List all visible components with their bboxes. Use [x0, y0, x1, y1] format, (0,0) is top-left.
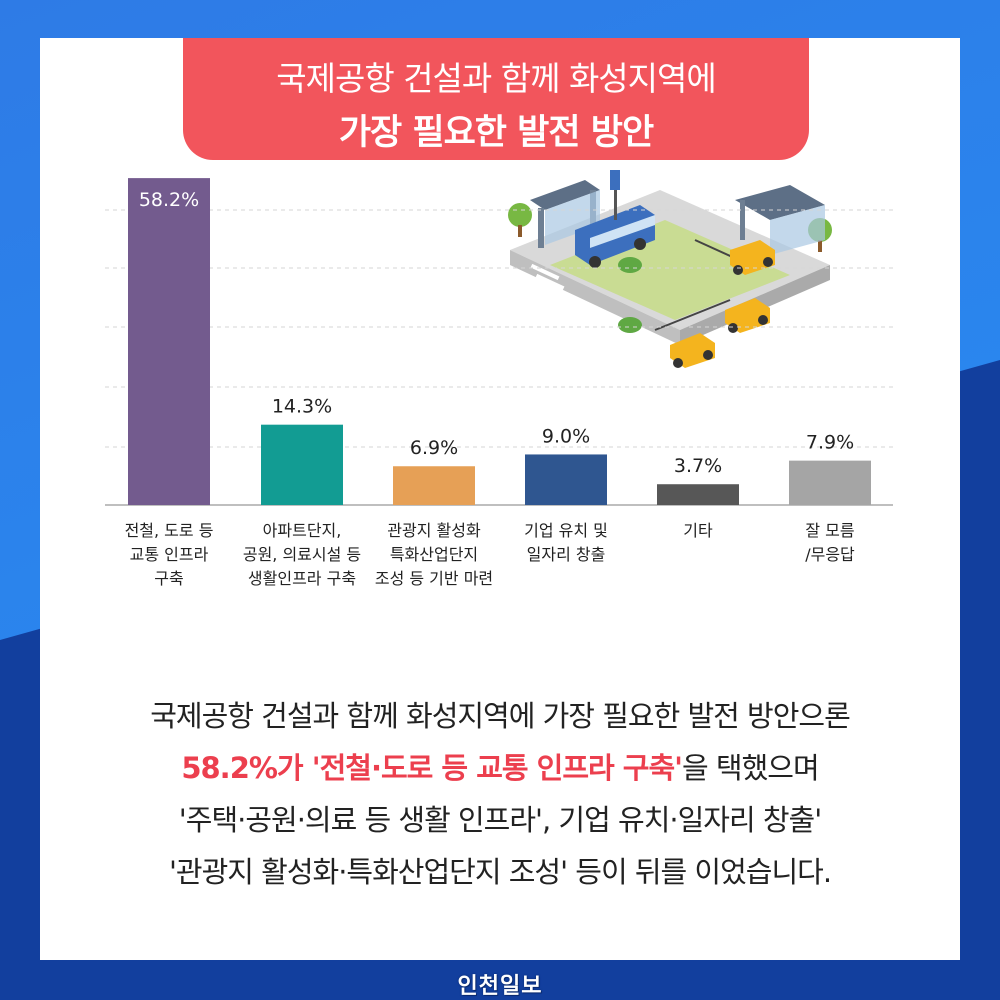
bus	[575, 205, 655, 268]
summary-line-2: 58.2%가 '전철·도로 등 교통 인프라 구축'을 택했으며	[40, 742, 960, 794]
data-label: 9.0%	[542, 425, 590, 447]
bar	[128, 178, 210, 506]
data-label: 58.2%	[139, 189, 199, 211]
category-label: /무응답	[805, 545, 855, 564]
bar	[261, 424, 343, 505]
summary-line-1: 국제공항 건설과 함께 화성지역에 가장 필요한 발전 방안으론	[150, 699, 851, 733]
summary-text: 국제공항 건설과 함께 화성지역에 가장 필요한 발전 방안으론 58.2%가 …	[40, 690, 960, 898]
bar	[657, 484, 739, 505]
title-banner: 국제공항 건설과 함께 화성지역에 가장 필요한 발전 방안	[183, 38, 809, 160]
bus-shelter-right	[735, 185, 825, 255]
bar	[525, 454, 607, 505]
category-label: 일자리 창출	[527, 545, 606, 564]
category-label: 조성 등 기반 마련	[375, 569, 493, 588]
category-label: 특화산업단지	[390, 545, 478, 564]
data-label: 6.9%	[410, 437, 458, 459]
taxi	[725, 298, 770, 333]
category-label: 전철, 도로 등	[125, 521, 214, 540]
category-label: 기업 유치 및	[524, 521, 608, 540]
category-label: 생활인프라 구축	[248, 569, 356, 588]
bus-stop-sign	[610, 170, 620, 190]
data-label: 14.3%	[272, 396, 332, 418]
bush	[618, 257, 642, 273]
category-label: 관광지 활성화	[387, 521, 481, 540]
city-illustration	[508, 170, 832, 368]
tree	[508, 203, 532, 227]
category-label: 아파트단지,	[263, 521, 342, 540]
data-label: 3.7%	[674, 455, 722, 477]
title-line-1: 국제공항 건설과 함께 화성지역에	[276, 59, 717, 98]
summary-line-2-rest: 을 택했으며	[682, 751, 820, 785]
title-line-2: 가장 필요한 발전 방안	[338, 113, 654, 153]
bush	[618, 317, 642, 333]
summary-highlight: 58.2%가 '전철·도로 등 교통 인프라 구축'	[181, 751, 683, 785]
category-label: 공원, 의료시설 등	[243, 545, 361, 564]
taxi	[670, 333, 715, 368]
summary-line-3: '주택·공원·의료 등 생활 인프라', 기업 유치·일자리 창출'	[178, 803, 822, 837]
bus-shelter-left	[530, 180, 600, 248]
bar	[393, 466, 475, 505]
data-label: 7.9%	[806, 432, 854, 454]
summary-line-4: '관광지 활성화·특화산업단지 조성' 등이 뒤를 이었습니다.	[168, 855, 832, 889]
category-label: 구축	[154, 569, 183, 588]
category-label: 기타	[683, 521, 713, 540]
category-label: 교통 인프라	[130, 545, 209, 564]
taxi	[730, 240, 775, 275]
bar	[789, 460, 871, 505]
category-label: 잘 모름	[805, 521, 854, 540]
publisher-logo: 인천일보	[457, 974, 543, 999]
